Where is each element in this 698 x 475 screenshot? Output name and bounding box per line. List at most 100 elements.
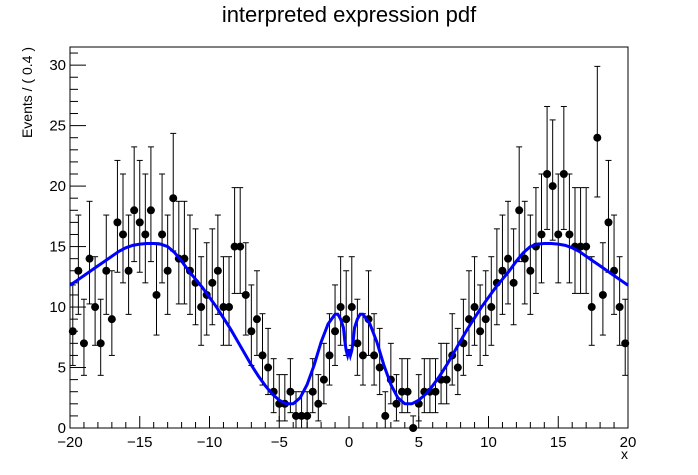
y-tick-label: 15 xyxy=(49,239,66,256)
x-tick-label: −20 xyxy=(57,434,82,451)
x-axis: −20 −15 −10 −5 0 5 10 15 20 xyxy=(57,416,636,451)
data-point xyxy=(526,266,535,275)
data-point xyxy=(319,375,328,384)
data-point xyxy=(241,290,250,299)
data-point xyxy=(403,387,412,396)
x-tick-label: 10 xyxy=(480,434,497,451)
data-point xyxy=(537,230,546,239)
x-tick-label: 0 xyxy=(345,434,353,451)
x-tick-label: 20 xyxy=(620,434,637,451)
x-tick-label: −15 xyxy=(127,434,152,451)
data-point xyxy=(347,303,356,312)
data-point xyxy=(213,266,222,275)
x-tick-label: 15 xyxy=(550,434,567,451)
data-point xyxy=(74,266,83,275)
data-point xyxy=(230,242,239,251)
data-point xyxy=(375,363,384,372)
data-point xyxy=(197,303,206,312)
y-tick-label: 5 xyxy=(58,360,66,377)
y-tick-label: 25 xyxy=(49,118,66,135)
data-point xyxy=(409,424,418,432)
data-point xyxy=(146,206,155,215)
data-point xyxy=(119,230,128,239)
data-point xyxy=(582,242,591,251)
data-point xyxy=(565,230,574,239)
x-tick-label: −5 xyxy=(271,434,288,451)
data-point xyxy=(303,411,312,420)
data-point xyxy=(442,375,451,384)
data-point xyxy=(297,411,306,420)
data-point xyxy=(598,290,607,299)
data-point xyxy=(135,218,144,227)
data-point xyxy=(130,206,139,215)
data-point xyxy=(85,254,94,263)
data-point xyxy=(621,339,630,348)
y-tick-label: 30 xyxy=(49,57,66,74)
y-axis-label: Events / ( 0.4 ) xyxy=(19,47,35,138)
data-point xyxy=(481,315,490,324)
data-point xyxy=(91,303,100,312)
data-point xyxy=(470,303,479,312)
data-point xyxy=(593,133,602,142)
data-point xyxy=(548,182,557,191)
x-axis-label: x xyxy=(621,446,628,462)
data-point xyxy=(554,230,563,239)
x-tick-label: 5 xyxy=(415,434,423,451)
chart-title: interpreted expression pdf xyxy=(222,2,477,27)
data-point xyxy=(169,194,178,203)
data-point xyxy=(252,315,261,324)
data-point xyxy=(398,387,407,396)
data-point xyxy=(225,303,234,312)
data-point xyxy=(498,266,507,275)
data-point xyxy=(219,303,228,312)
data-point xyxy=(342,315,351,324)
data-point xyxy=(487,303,496,312)
data-point xyxy=(381,411,390,420)
data-point xyxy=(152,290,161,299)
y-tick-label: 0 xyxy=(58,420,66,437)
data-point xyxy=(353,339,362,348)
data-point xyxy=(336,303,345,312)
data-point xyxy=(515,206,524,215)
data-point xyxy=(79,339,88,348)
data-point xyxy=(308,387,317,396)
data-point xyxy=(291,411,300,420)
data-point xyxy=(358,351,367,360)
data-point xyxy=(247,327,256,336)
data-point xyxy=(102,266,111,275)
data-point xyxy=(158,230,167,239)
data-point xyxy=(431,387,440,396)
data-point xyxy=(509,278,518,287)
x-tick-label: −10 xyxy=(197,434,222,451)
y-tick-label: 10 xyxy=(49,299,66,316)
pdf-curve xyxy=(69,242,629,406)
data-point xyxy=(392,399,401,408)
data-point xyxy=(453,363,462,372)
data-point xyxy=(141,230,150,239)
data-point xyxy=(286,387,295,396)
plot-frame xyxy=(69,46,629,429)
data-point xyxy=(258,351,267,360)
data-point xyxy=(543,170,552,178)
data-point xyxy=(124,266,133,275)
data-point xyxy=(587,303,596,312)
data-point xyxy=(504,254,513,263)
data-point xyxy=(576,242,585,251)
data-points xyxy=(68,133,630,432)
data-point xyxy=(264,363,273,372)
data-point xyxy=(163,266,172,275)
error-bars xyxy=(69,65,629,429)
data-point xyxy=(208,278,217,287)
data-point xyxy=(107,315,116,324)
data-point xyxy=(476,327,485,336)
data-point xyxy=(559,170,568,178)
y-tick-label: 20 xyxy=(49,178,66,195)
data-point xyxy=(604,218,613,227)
data-point xyxy=(314,399,323,408)
y-axis: 0 5 10 15 20 25 30 xyxy=(49,52,86,437)
data-point xyxy=(325,351,334,360)
data-point xyxy=(331,327,340,336)
data-point xyxy=(113,218,122,227)
data-point xyxy=(68,327,77,336)
